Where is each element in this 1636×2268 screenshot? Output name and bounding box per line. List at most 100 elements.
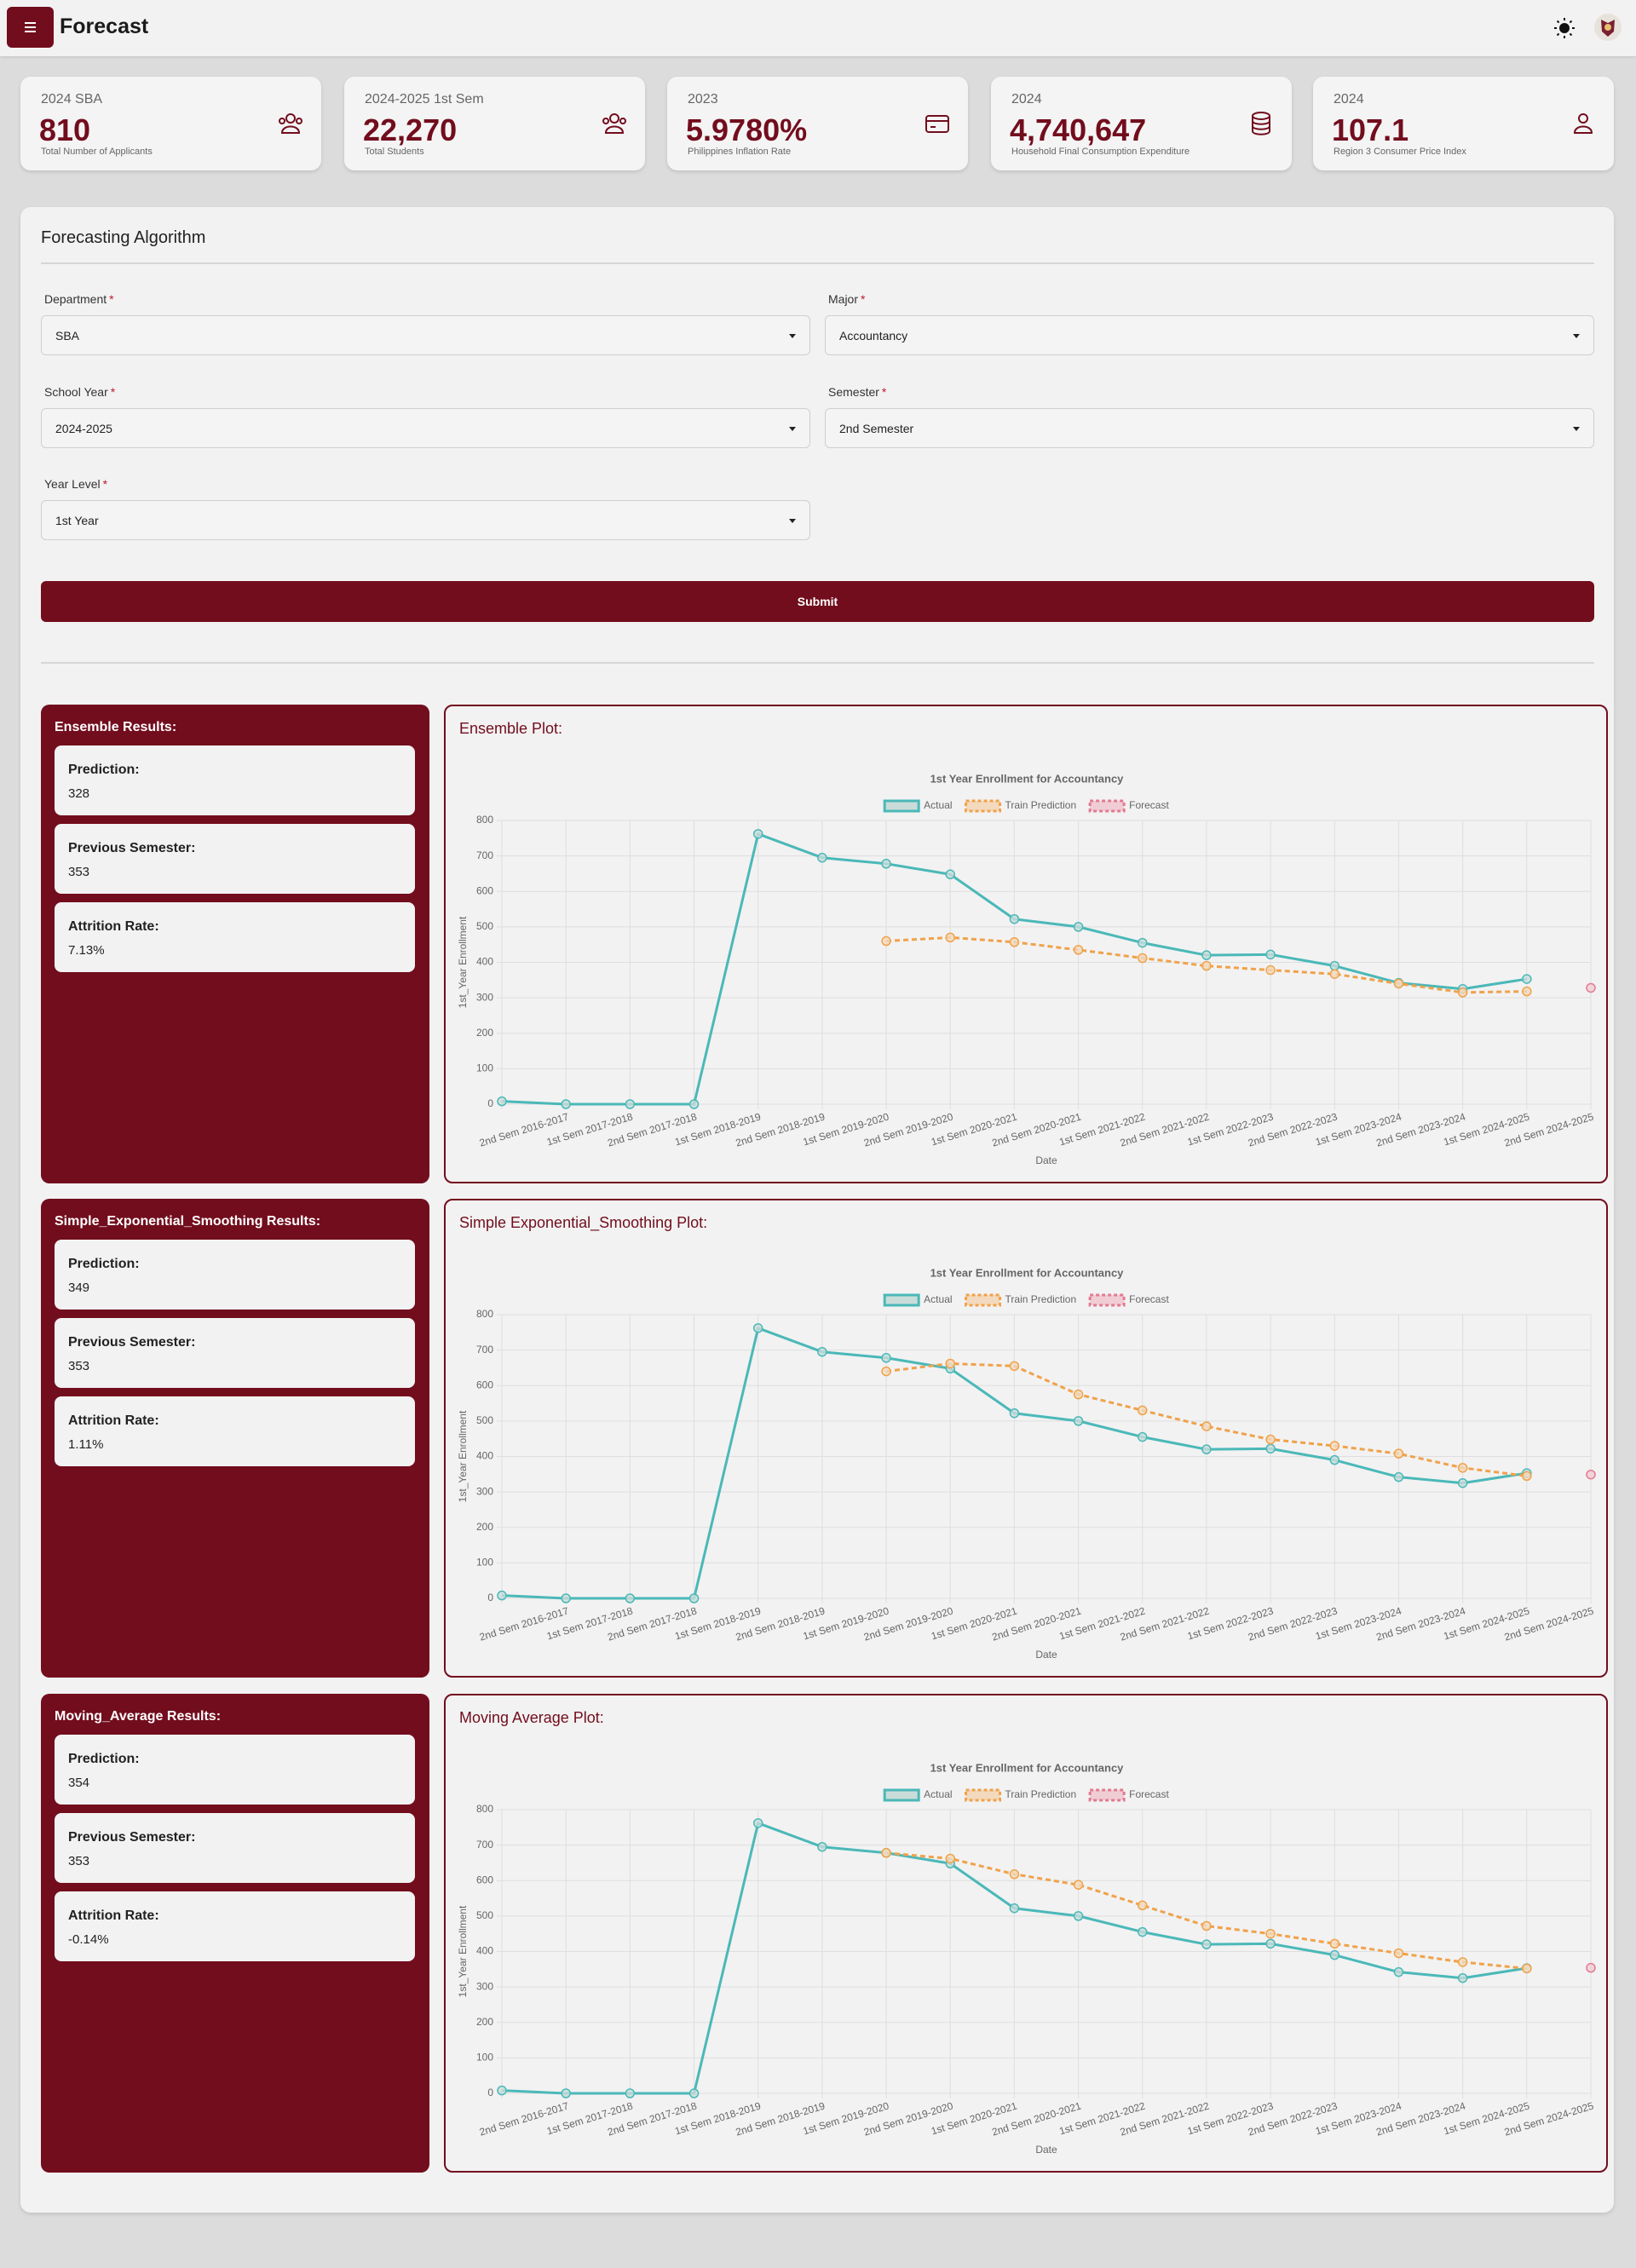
- required-mark: *: [102, 477, 108, 491]
- legend-swatch: [965, 799, 1002, 813]
- stat-card: 2024 SBA 810 Total Number of Applicants: [20, 77, 321, 170]
- legend-label: Forecast: [1129, 799, 1169, 811]
- results-title: Moving_Average Results:: [55, 1709, 222, 1724]
- stat-label: 2024: [1011, 92, 1042, 106]
- data-point: [1138, 1926, 1148, 1937]
- y-axis-label: 1st_Year Enrollment: [457, 1905, 469, 1997]
- result-card: Prediction: 354: [55, 1735, 415, 1805]
- label-text: Major: [828, 292, 859, 306]
- data-point: [1457, 1957, 1468, 1967]
- plot-title: Moving Average Plot:: [459, 1709, 604, 1726]
- menu-button[interactable]: [7, 7, 54, 48]
- data-point: [688, 1099, 700, 1109]
- field-label: School Year *: [44, 385, 115, 399]
- required-mark: *: [110, 385, 116, 399]
- data-point: [1457, 1477, 1468, 1488]
- icon-shape: [602, 113, 626, 134]
- stat-icon: [279, 113, 302, 134]
- page-title: Forecast: [60, 14, 149, 38]
- y-tick-label: 0: [487, 2087, 493, 2098]
- y-tick-label: 400: [476, 1945, 493, 1957]
- stat-label: 2024-2025 1st Sem: [365, 92, 484, 106]
- caret: [1573, 334, 1580, 338]
- data-point: [1265, 1434, 1276, 1445]
- data-point: [1009, 937, 1020, 947]
- data-point: [1073, 1879, 1084, 1890]
- legend-swatch: [965, 1788, 1002, 1802]
- data-point: [1522, 974, 1532, 984]
- result-value: 349: [68, 1281, 90, 1295]
- plot-box: Simple Exponential_Smoothing Plot: 1st Ye…: [444, 1199, 1608, 1678]
- select[interactable]: Accountancy: [825, 315, 1594, 355]
- legend: Actual Train Prediction Forecast: [883, 1293, 1169, 1307]
- label-text: School Year: [44, 385, 108, 399]
- data-point: [1329, 1949, 1340, 1960]
- legend: Actual Train Prediction Forecast: [883, 799, 1169, 813]
- data-point: [561, 1099, 571, 1109]
- legend-label: Forecast: [1129, 1293, 1169, 1305]
- y-tick-label: 700: [476, 1839, 493, 1851]
- y-tick-label: 200: [476, 2016, 493, 2028]
- data-point: [1009, 913, 1020, 924]
- stat-value: 22,270: [363, 112, 458, 147]
- select[interactable]: 1st Year: [41, 500, 810, 540]
- result-label: Prediction:: [68, 763, 140, 777]
- results-box: Moving_Average Results: Prediction: 354 Pre…: [41, 1694, 429, 2173]
- stat-caption: Philippines Inflation Rate: [688, 147, 792, 157]
- data-point: [1586, 1962, 1596, 1973]
- select[interactable]: 2024-2025: [41, 408, 810, 448]
- data-point: [945, 869, 955, 880]
- data-point: [1329, 1441, 1340, 1451]
- y-tick-label: 600: [476, 1874, 493, 1885]
- legend-label: Actual: [924, 1788, 952, 1800]
- plot-title: Ensemble Plot:: [459, 720, 563, 737]
- result-card: Attrition Rate: 1.11%: [55, 1396, 415, 1466]
- data-point: [1201, 1939, 1212, 1949]
- data-point: [1073, 945, 1084, 955]
- series-line: [885, 1851, 1527, 1970]
- data-point: [1201, 1421, 1212, 1431]
- results-title: Simple_Exponential_Smoothing Results:: [55, 1214, 321, 1229]
- x-axis-label: Date: [1035, 1154, 1057, 1166]
- y-tick-label: 200: [476, 1027, 493, 1039]
- data-point: [1138, 1431, 1148, 1442]
- data-point: [497, 1096, 507, 1107]
- submit-button[interactable]: Submit: [41, 581, 1594, 622]
- icon-part: [1252, 116, 1270, 135]
- select[interactable]: 2nd Semester: [825, 408, 1594, 448]
- y-tick-label: 400: [476, 956, 493, 968]
- data-point: [945, 1853, 955, 1864]
- theme-toggle[interactable]: [1552, 16, 1576, 40]
- legend-swatch: [883, 1293, 920, 1307]
- legend-swatch: [1088, 1788, 1126, 1802]
- data-point: [1265, 949, 1276, 960]
- y-tick-label: 100: [476, 1062, 493, 1074]
- icon-shape: [1252, 112, 1270, 135]
- plot-box: Moving Average Plot: 1st Year Enrollment …: [444, 1694, 1608, 2173]
- form-title: Forecasting Algorithm: [41, 228, 206, 247]
- select[interactable]: SBA: [41, 315, 810, 355]
- data-point: [1265, 1938, 1276, 1949]
- stat-card: 2023 5.9780% Philippines Inflation Rate: [667, 77, 968, 170]
- data-point: [752, 1818, 763, 1828]
- avatar[interactable]: [1593, 13, 1622, 42]
- field-label: Major *: [828, 292, 865, 306]
- data-point: [1522, 1963, 1532, 1974]
- data-point: [1009, 1407, 1020, 1419]
- data-point: [1522, 986, 1532, 997]
- data-point: [1522, 1471, 1532, 1482]
- menu-icon: [25, 22, 36, 32]
- icon-part: [280, 125, 301, 134]
- data-point: [1329, 1454, 1340, 1465]
- legend-swatch: [1088, 1293, 1126, 1307]
- legend-label: Train Prediction: [1005, 799, 1077, 811]
- legend-swatch: [883, 1788, 920, 1802]
- result-value: 1.11%: [68, 1437, 104, 1452]
- stat-card: 2024-2025 1st Sem 22,270 Total Students: [344, 77, 645, 170]
- data-point: [1393, 1948, 1404, 1959]
- y-tick-label: 300: [476, 1485, 493, 1497]
- y-tick-label: 800: [476, 1803, 493, 1815]
- y-tick-label: 800: [476, 814, 493, 826]
- y-tick-label: 400: [476, 1450, 493, 1462]
